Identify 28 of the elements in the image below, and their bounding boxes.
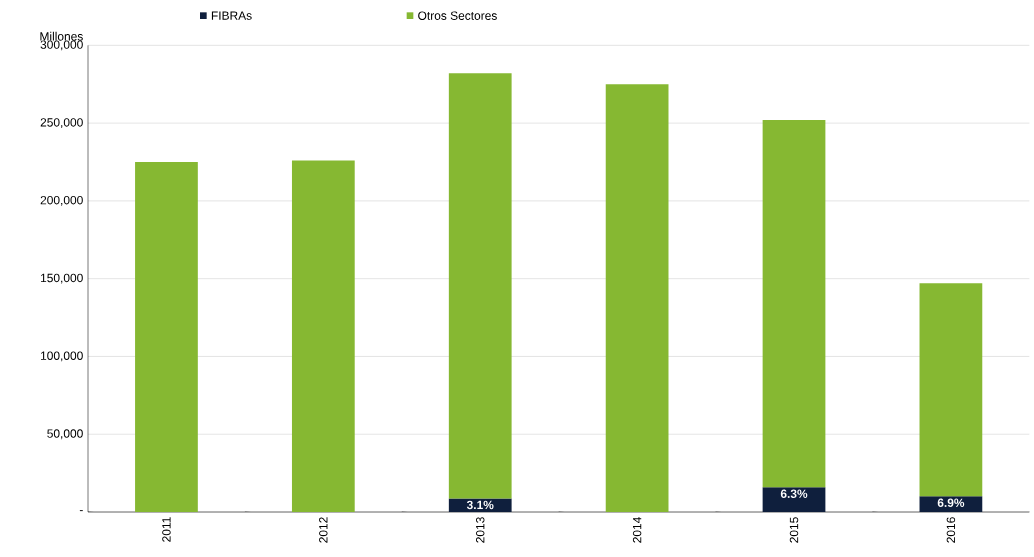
x-tick-label: 2011 — [162, 517, 171, 542]
y-tick-label: 50,000 — [47, 429, 83, 440]
y-tick-label: 200,000 — [40, 195, 83, 206]
bar — [605, 84, 669, 512]
y-tick-label: 100,000 — [41, 351, 83, 362]
annotation: 6.3% — [780, 489, 808, 498]
x-tick-label: 2016 — [946, 517, 956, 543]
legend-label: Otros Sectores — [418, 11, 497, 20]
y-tick-label: 300,000 — [40, 40, 83, 51]
legend-label: FIBRAs — [211, 11, 252, 20]
x-tick-label: 2015 — [789, 517, 799, 543]
y-tick-label: - — [79, 510, 83, 512]
x-tick-label: 2014 — [632, 517, 642, 543]
bar — [762, 487, 826, 512]
bar — [919, 283, 983, 497]
x-tick-label: 2012 — [319, 517, 328, 543]
annotation: 6.9% — [937, 498, 965, 508]
y-axis-title: Millones — [40, 31, 83, 41]
x-tick-label: 2013 — [475, 517, 485, 543]
y-tick-label: 150,000 — [41, 273, 83, 284]
bar — [448, 498, 512, 512]
bar — [919, 496, 983, 512]
bar — [448, 73, 512, 499]
bar — [135, 161, 198, 512]
y-tick-label: 250,000 — [40, 118, 83, 129]
annotation: 3.1% — [466, 500, 494, 510]
bar — [291, 160, 355, 512]
bar — [762, 119, 826, 488]
